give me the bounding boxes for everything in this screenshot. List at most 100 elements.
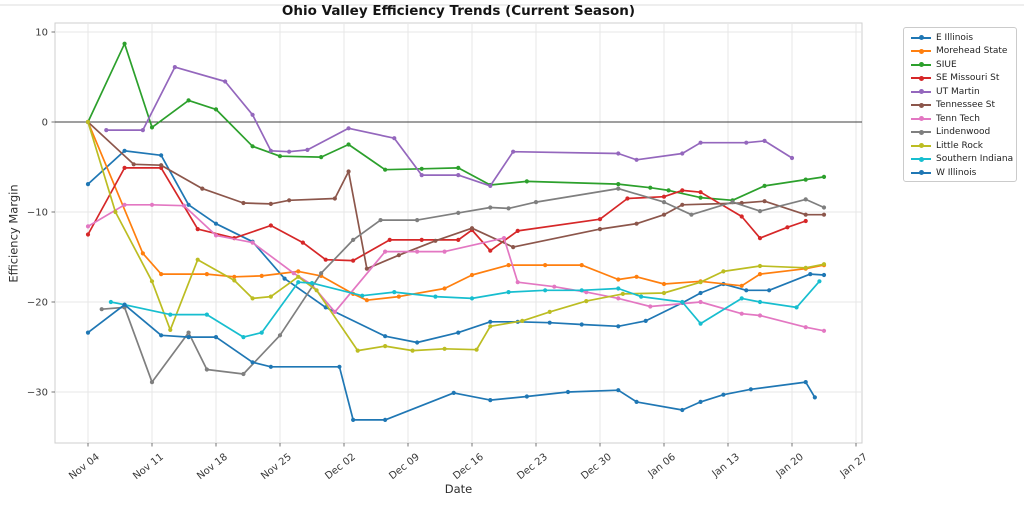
series-marker-morehead-state [140, 251, 145, 256]
legend-item-tennessee-st: Tennessee St [904, 99, 1016, 113]
legend-line-swatch [911, 102, 931, 108]
series-marker-ut-martin [744, 140, 749, 145]
series-marker-e-illinois [643, 318, 648, 323]
series-marker-tenn-tech [415, 249, 420, 254]
series-marker-little-rock [547, 309, 552, 314]
legend-item-w-illinois: W Illinois [904, 166, 1016, 180]
series-marker-siue [186, 98, 191, 103]
series-marker-southern-indiana [639, 294, 644, 299]
series-marker-little-rock [268, 294, 273, 299]
series-marker-little-rock [195, 257, 200, 262]
series-marker-e-illinois [579, 322, 584, 327]
series-marker-tenn-tech [821, 328, 827, 333]
series-marker-w-illinois [159, 333, 164, 338]
series-marker-southern-indiana [698, 321, 703, 326]
series-marker-lindenwood [689, 212, 694, 217]
series-marker-ut-martin [392, 136, 397, 141]
series-marker-e-illinois [213, 221, 219, 226]
series-marker-lindenwood [616, 186, 621, 191]
series-marker-se-missouri-st [351, 258, 356, 263]
series-marker-se-missouri-st [661, 194, 667, 199]
series-marker-tenn-tech [250, 240, 255, 245]
series-marker-tennessee-st [762, 199, 767, 204]
x-tick-label: Dec 02 [323, 452, 358, 482]
series-marker-little-rock [296, 274, 301, 279]
series-marker-little-rock [149, 279, 155, 284]
series-marker-w-illinois [122, 302, 127, 307]
legend-label: SE Missouri St [936, 73, 1000, 84]
series-marker-lindenwood [661, 200, 667, 205]
series-marker-tenn-tech [85, 224, 91, 229]
series-marker-morehead-state [616, 277, 621, 282]
x-tick-label: Nov 11 [131, 452, 166, 482]
series-marker-lindenwood [415, 218, 420, 223]
legend-line-swatch [911, 89, 931, 95]
series-marker-e-illinois [616, 324, 621, 329]
series-marker-lindenwood [730, 200, 735, 205]
series-marker-morehead-state [159, 272, 164, 277]
series-marker-little-rock [821, 262, 827, 267]
series-marker-tenn-tech [584, 290, 589, 295]
legend-label: SIUE [936, 59, 957, 70]
series-marker-ut-martin [488, 183, 493, 188]
series-marker-se-missouri-st [698, 190, 703, 195]
series-marker-lindenwood [803, 197, 808, 202]
series-marker-e-illinois [159, 153, 164, 158]
series-marker-e-illinois [415, 340, 420, 345]
legend-item-tenn-tech: Tenn Tech [904, 112, 1016, 126]
y-tick-label: −30 [27, 388, 48, 399]
series-marker-tennessee-st [346, 169, 351, 174]
series-marker-morehead-state [506, 263, 511, 268]
series-marker-se-missouri-st [625, 196, 630, 201]
series-marker-southern-indiana [168, 312, 173, 317]
x-tick-label: Nov 04 [67, 452, 102, 482]
series-marker-se-missouri-st [739, 214, 744, 219]
series-marker-morehead-state [661, 281, 667, 287]
series-marker-siue [213, 107, 219, 112]
series-marker-tennessee-st [661, 212, 667, 217]
series-marker-tenn-tech [181, 203, 187, 208]
legend-line-swatch [911, 62, 931, 68]
legend-line-swatch [911, 48, 931, 54]
series-line-w-illinois [87, 303, 816, 421]
series-marker-ut-martin [223, 79, 228, 84]
series-marker-e-illinois [767, 288, 772, 293]
series-marker-w-illinois [634, 399, 639, 404]
series-marker-tenn-tech [616, 296, 621, 301]
series-marker-tenn-tech [757, 313, 763, 318]
series-marker-w-illinois [85, 330, 91, 335]
x-tick-label: Dec 09 [387, 452, 422, 482]
series-line-se-missouri-st [87, 167, 806, 262]
series-marker-morehead-state [543, 263, 548, 268]
series-marker-morehead-state [579, 263, 584, 268]
series-marker-se-missouri-st [195, 227, 200, 232]
legend-line-swatch [911, 116, 931, 122]
series-marker-tennessee-st [821, 212, 827, 217]
series-marker-w-illinois [812, 395, 817, 400]
series-marker-ut-martin [616, 151, 621, 156]
series-marker-e-illinois [698, 290, 703, 296]
series-marker-southern-indiana [680, 299, 685, 305]
series-marker-tenn-tech [291, 271, 296, 276]
series-marker-e-illinois [383, 334, 388, 339]
series-marker-siue [277, 154, 283, 159]
series-marker-se-missouri-st [323, 257, 328, 262]
series-marker-lindenwood [488, 205, 493, 210]
series-marker-little-rock [803, 265, 808, 270]
legend-line-swatch [911, 75, 931, 81]
series-marker-tennessee-st [511, 245, 516, 250]
series-marker-little-rock [410, 348, 415, 353]
series-marker-siue [616, 182, 621, 187]
series-marker-ut-martin [634, 157, 639, 162]
series-marker-southern-indiana [433, 294, 438, 299]
series-marker-se-missouri-st [268, 223, 273, 228]
legend-item-lindenwood: Lindenwood [904, 126, 1016, 140]
series-marker-w-illinois [213, 335, 219, 340]
x-tick-label: Jan 13 [710, 452, 742, 481]
series-marker-ut-martin [287, 149, 292, 154]
series-line-little-rock [87, 121, 825, 352]
series-marker-tenn-tech [698, 299, 703, 305]
series-marker-little-rock [584, 299, 589, 304]
legend-label: Southern Indiana [936, 154, 1014, 165]
